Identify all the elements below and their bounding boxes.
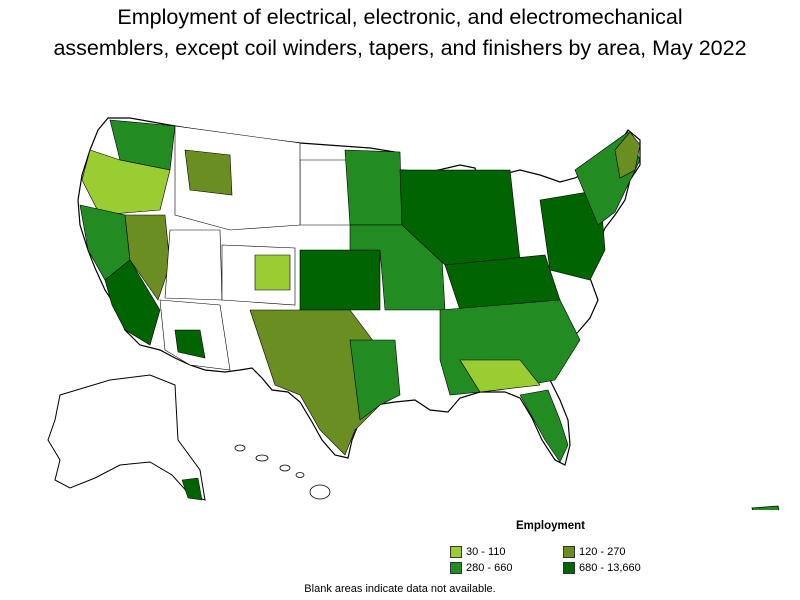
- legend-item-280-660: 280 - 660: [450, 561, 512, 575]
- legend-title: Employment: [516, 520, 586, 532]
- region-idaho-sw: [184, 149, 233, 196]
- us-map: [47, 117, 780, 510]
- region-minnesota: [344, 149, 403, 226]
- legend-swatch: [563, 546, 575, 558]
- alaska-outline: [47, 374, 206, 501]
- region-nevada: [124, 214, 171, 301]
- legend-item-680-13660: 680 - 13,660: [563, 561, 641, 575]
- region-florida: [519, 389, 569, 463]
- alaska-anchorage: [181, 477, 203, 501]
- footnote: Blank areas indicate data not available.: [304, 583, 496, 595]
- legend-item-120-270: 120 - 270: [563, 545, 625, 559]
- region-kansas-okla: [299, 249, 381, 311]
- region-colorado-front: [254, 254, 291, 291]
- legend-swatch: [563, 562, 575, 574]
- legend-swatch: [450, 562, 462, 574]
- map-regions: [79, 119, 641, 463]
- region-oregon: [81, 149, 171, 216]
- region-southeast-light: [459, 359, 541, 393]
- region-phoenix: [174, 329, 206, 359]
- hawaii-islands: [234, 444, 331, 500]
- legend-item-30-110: 30 - 110: [450, 545, 506, 559]
- region-montana-idaho: [174, 125, 301, 231]
- region-texas-east: [349, 339, 401, 421]
- legend-label: 30 - 110: [466, 546, 506, 558]
- legend-swatch: [450, 546, 462, 558]
- legend-label: 680 - 13,660: [579, 562, 641, 574]
- map-title: Employment of electrical, electronic, an…: [0, 2, 800, 64]
- title-line-1: Employment of electrical, electronic, an…: [117, 5, 683, 29]
- region-maine: [614, 131, 641, 179]
- legend-label: 280 - 660: [466, 562, 513, 574]
- title-line-2: assemblers, except coil winders, tapers,…: [53, 36, 747, 60]
- region-utah: [164, 229, 223, 301]
- puerto-rico: [751, 505, 780, 510]
- legend-label: 120 - 270: [579, 546, 626, 558]
